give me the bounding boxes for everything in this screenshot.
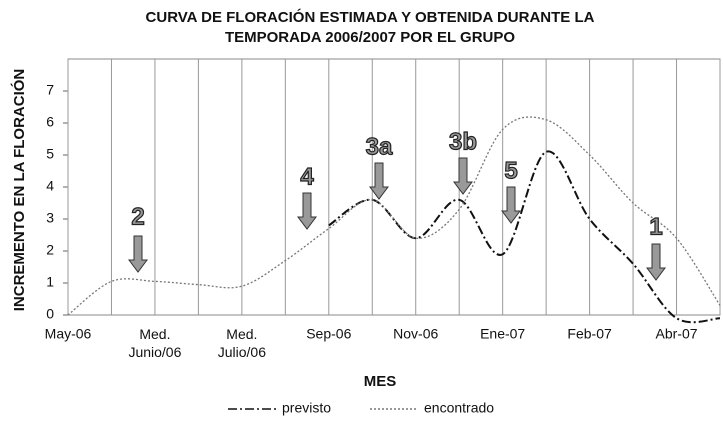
plot-area: [67, 58, 721, 316]
x-tick-label-line: Med.: [139, 326, 170, 342]
chart-title: TEMPORADA 2006/2007 POR EL GRUPO: [225, 29, 515, 46]
y-tick-label: 7: [46, 82, 54, 98]
x-tick-label: Sep-06: [306, 326, 351, 342]
annotation: 5: [504, 157, 517, 184]
x-tick-label-line: Med.: [226, 326, 257, 342]
annotation-arrow: [297, 192, 317, 230]
y-tick-label: 5: [46, 146, 54, 162]
annotation-arrow: [128, 235, 148, 273]
x-tick-label: Med. Julio/06: [218, 326, 266, 360]
y-axis-label: INCREMENTO EN LA FLORACIÓN: [10, 69, 28, 312]
annotation-arrow: [501, 186, 521, 224]
x-tick-label: Nov-06: [393, 326, 438, 342]
annotation: 3b: [449, 128, 477, 155]
legend-label: encontrado: [424, 400, 494, 416]
y-tick-label: 4: [46, 178, 54, 194]
annotation-arrow: [453, 157, 473, 195]
x-tick-label-line: Julio/06: [218, 344, 266, 360]
y-tick-label: 1: [46, 274, 54, 290]
annotation: 4: [300, 163, 314, 190]
x-tick-label: May-06: [45, 326, 92, 342]
x-tick-label: Feb-07: [567, 326, 612, 342]
annotation: 1: [649, 213, 662, 240]
legend-label: previsto: [282, 400, 331, 416]
annotation-arrow: [369, 162, 389, 200]
annotation: 2: [131, 203, 144, 230]
x-tick-label-line: Junio/06: [128, 344, 181, 360]
x-tick-label: Ene-07: [480, 326, 525, 342]
y-tick-label: 2: [46, 242, 54, 258]
series-line: [67, 116, 721, 316]
x-tick-label: Med. Junio/06: [128, 326, 181, 360]
annotation: 3a: [366, 133, 393, 160]
annotation-arrow: [646, 243, 666, 281]
x-tick-label: Abr-07: [656, 326, 698, 342]
x-axis-label: MES: [364, 373, 397, 390]
y-tick-label: 3: [46, 210, 54, 226]
chart-title: CURVA DE FLORACIÓN ESTIMADA Y OBTENIDA D…: [146, 8, 595, 26]
y-tick-label: 6: [46, 114, 54, 130]
y-tick-label: 0: [46, 306, 54, 322]
